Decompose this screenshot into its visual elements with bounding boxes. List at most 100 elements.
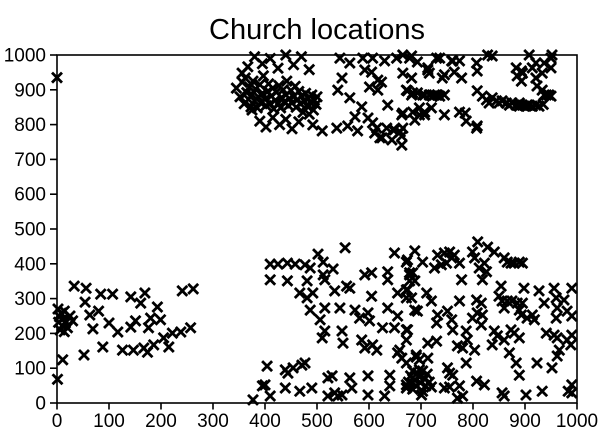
data-point-marker (456, 342, 469, 354)
data-point-marker (518, 282, 530, 295)
data-point-marker (373, 131, 386, 144)
data-point-marker (375, 76, 388, 89)
data-point-marker (420, 287, 433, 299)
data-point-marker (391, 310, 404, 322)
data-point-marker (495, 280, 508, 293)
x-tick-label: 200 (145, 411, 177, 432)
data-point-marker (421, 368, 434, 381)
x-tick-label: 400 (249, 411, 281, 432)
data-point-marker (336, 389, 348, 401)
data-point-marker (498, 302, 511, 314)
data-point-marker (134, 297, 147, 310)
data-point-marker (460, 357, 473, 369)
data-point-marker (293, 287, 306, 299)
y-tick-label: 900 (14, 80, 46, 101)
data-point-marker (162, 341, 175, 353)
data-point-marker (381, 265, 394, 278)
data-point-marker (435, 258, 448, 271)
data-point-marker (498, 334, 511, 346)
data-point-marker (306, 118, 319, 131)
data-point-marker (408, 114, 421, 127)
data-point-marker (144, 312, 157, 325)
data-point-marker (405, 72, 418, 84)
data-point-marker (378, 390, 391, 402)
data-point-marker (550, 312, 563, 325)
data-point-marker (174, 326, 187, 338)
data-point-marker (274, 101, 287, 114)
data-point-marker (345, 382, 358, 394)
data-point-marker (411, 305, 424, 318)
data-point-marker (400, 382, 413, 394)
data-point-marker (510, 357, 523, 369)
data-point-marker (468, 251, 481, 264)
data-point-marker (246, 104, 258, 116)
data-point-marker (520, 389, 532, 401)
plot-title: Church locations (209, 14, 425, 46)
data-point-marker (546, 361, 558, 374)
data-point-marker (92, 305, 105, 318)
data-point-marker (416, 89, 429, 101)
data-point-marker (513, 369, 526, 382)
data-point-marker (295, 50, 308, 63)
data-point-marker (304, 304, 317, 317)
y-tick-label: 600 (14, 185, 46, 206)
data-point-marker (486, 338, 499, 351)
y-tick-label: 800 (14, 115, 46, 136)
data-point-marker (478, 378, 491, 391)
data-point-marker (515, 75, 528, 88)
data-point-marker (142, 321, 155, 334)
data-point-marker (565, 310, 578, 322)
data-point-marker (453, 295, 466, 307)
data-point-marker (355, 100, 368, 113)
data-point-marker (565, 378, 578, 391)
data-point-marker (281, 274, 294, 287)
data-point-marker (272, 258, 284, 271)
data-point-marker (116, 344, 129, 357)
data-point-marker (333, 302, 346, 314)
data-point-marker (299, 357, 311, 369)
data-point-marker (56, 353, 69, 366)
data-point-marker (111, 326, 124, 338)
data-point-marker (154, 313, 167, 326)
data-point-marker (564, 338, 577, 351)
data-point-marker (476, 309, 489, 321)
data-point-marker (388, 321, 401, 334)
data-point-marker (343, 91, 356, 104)
data-point-marker (430, 52, 443, 65)
data-point-marker (331, 84, 344, 97)
data-point-marker (418, 106, 431, 119)
data-point-marker (307, 104, 320, 116)
data-point-marker (430, 317, 443, 329)
data-point-marker (264, 258, 277, 271)
data-point-marker (445, 54, 458, 67)
data-point-marker (304, 262, 317, 274)
data-point-marker (318, 302, 331, 314)
data-point-marker (433, 52, 446, 65)
data-point-marker (260, 121, 272, 133)
data-point-marker (349, 110, 361, 123)
data-point-marker (428, 262, 441, 274)
data-point-marker (395, 139, 408, 152)
data-point-marker (94, 288, 107, 301)
data-point-marker (234, 90, 246, 103)
data-point-marker (565, 329, 578, 342)
data-point-marker (305, 382, 318, 394)
data-point-marker (476, 273, 489, 286)
data-point-marker (317, 256, 330, 269)
data-point-marker (328, 284, 341, 297)
data-point-marker (466, 312, 479, 325)
data-point-marker (565, 386, 578, 399)
data-point-marker (83, 309, 96, 321)
data-point-marker (287, 58, 300, 71)
data-point-marker (551, 331, 564, 344)
data-point-marker (293, 385, 306, 398)
data-point-marker (396, 122, 409, 135)
data-point-marker (418, 108, 431, 121)
data-point-marker (318, 325, 331, 337)
data-point-marker (80, 282, 93, 295)
x-tick-label: 700 (405, 411, 437, 432)
data-point-marker (453, 257, 466, 270)
y-axis-ticks: 0 100 200 300 400 500 600 700 800 900 1000 (4, 46, 57, 415)
data-point-marker (486, 50, 499, 62)
data-point-marker (299, 258, 311, 271)
